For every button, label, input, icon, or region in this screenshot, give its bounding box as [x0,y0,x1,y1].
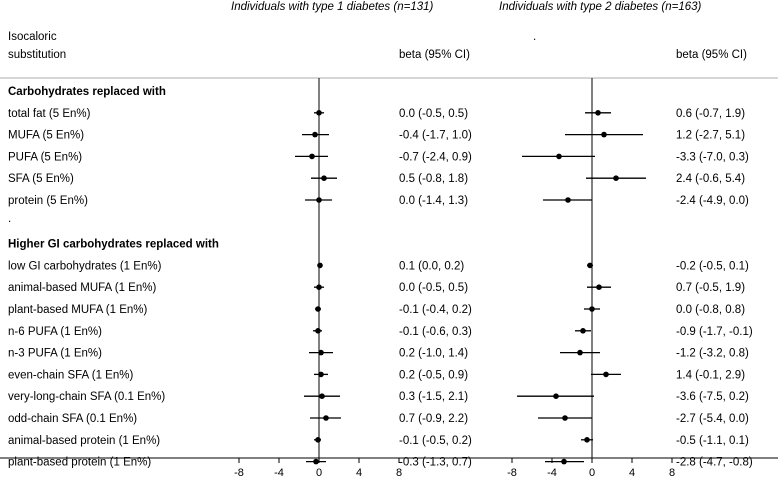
point-estimate-t2 [561,458,567,465]
section-header: Higher GI carbohydrates replaced with [8,239,219,251]
point-estimate-t1 [318,349,324,356]
point-estimate-t2 [556,153,562,160]
beta-ci-t2: 0.6 (-0.7, 1.9) [676,108,745,120]
panel2-title: Individuals with type 2 diabetes (n=163) [499,1,702,13]
beta-ci-t1: -0.1 (-0.4, 0.2) [399,304,472,316]
beta-ci-t2: -3.3 (-7.0, 0.3) [676,151,749,163]
col-label-t1: beta (95% CI) [399,49,470,61]
beta-ci-t2: -0.9 (-1.7, -0.1) [676,326,753,338]
point-estimate-t1 [323,415,329,421]
point-estimate-t2 [595,110,601,116]
row-label: odd-chain SFA (0.1 En%) [8,413,137,425]
beta-ci-t1: -0.4 (-1.7, 1.0) [399,130,472,142]
beta-ci-t1: -0.1 (-0.6, 0.3) [399,326,472,338]
x-tick-label-t1: 8 [396,467,402,479]
point-estimate-t2 [562,415,568,421]
beta-ci-t1: 0.0 (-0.5, 0.5) [399,108,468,120]
beta-ci-t1: 0.2 (-1.0, 1.4) [399,348,468,360]
x-tick-label-t1: -4 [274,467,284,479]
row-label: total fat (5 En%) [8,108,91,120]
point-estimate-t1 [313,458,319,465]
point-estimate-t1 [315,306,321,312]
point-estimate-t1 [317,262,323,269]
point-estimate-t2 [613,175,619,181]
beta-ci-t2: -0.5 (-1.1, 0.1) [676,435,749,447]
row-label: SFA (5 En%) [8,173,74,185]
point-estimate-t1 [315,328,321,334]
x-tick-label-t2: 8 [669,467,675,479]
header-isocaloric: Isocaloric [8,31,57,43]
point-estimate-t1 [318,371,324,378]
row-label: plant-based MUFA (1 En%) [8,304,148,316]
point-estimate-t1 [321,175,327,181]
beta-ci-t1: 0.3 (-1.5, 2.1) [399,391,468,403]
point-estimate-t2 [565,197,571,203]
beta-ci-t2: 0.7 (-0.5, 1.9) [676,282,745,294]
point-estimate-t1 [309,153,315,160]
row-label: animal-based MUFA (1 En%) [8,282,156,294]
beta-ci-t1: 0.0 (-1.4, 1.3) [399,195,468,207]
row-label: even-chain SFA (1 En%) [8,369,133,381]
x-tick-label-t2: -4 [547,467,557,479]
header-mark: . [533,31,536,43]
row-label: animal-based protein (1 En%) [8,435,160,447]
panel1-title: Individuals with type 1 diabetes (n=131) [231,1,434,13]
row-label: n-3 PUFA (1 En%) [8,348,102,360]
point-estimate-t2 [577,349,583,356]
beta-ci-t2: -2.7 (-5.4, 0.0) [676,413,749,425]
point-estimate-t1 [312,131,318,138]
point-estimate-t2 [603,371,609,378]
beta-ci-t1: 0.7 (-0.9, 2.2) [399,413,468,425]
point-estimate-t1 [316,284,322,291]
point-estimate-t2 [580,328,586,334]
beta-ci-t2: -3.6 (-7.5, 0.2) [676,391,749,403]
beta-ci-t2: 1.4 (-0.1, 2.9) [676,369,745,381]
row-label: PUFA (5 En%) [8,151,82,163]
beta-ci-t2: -2.8 (-4.7, -0.8) [676,457,753,469]
beta-ci-t2: -1.2 (-3.2, 0.8) [676,348,749,360]
point-estimate-t1 [319,393,325,400]
beta-ci-t1: 0.5 (-0.8, 1.8) [399,173,468,185]
row-label: n-6 PUFA (1 En%) [8,326,102,338]
beta-ci-t2: 0.0 (-0.8, 0.8) [676,304,745,316]
point-estimate-t2 [553,393,559,400]
header-substitution: substitution [8,49,66,61]
point-estimate-t2 [589,306,595,312]
col-label-t2: beta (95% CI) [676,49,747,61]
point-estimate-t2 [587,262,593,269]
x-tick-label-t2: 4 [629,467,635,479]
row-label: very-long-chain SFA (0.1 En%) [8,391,165,403]
beta-ci-t2: 1.2 (-2.7, 5.1) [676,130,745,142]
row-label: low GI carbohydrates (1 En%) [8,260,162,272]
beta-ci-t1: 0.1 (0.0, 0.2) [399,260,464,272]
beta-ci-t1: -0.3 (-1.3, 0.7) [399,457,472,469]
x-tick-label-t2: 0 [589,467,595,479]
beta-ci-t2: -0.2 (-0.5, 0.1) [676,260,749,272]
x-tick-label-t1: 0 [316,467,322,479]
point-estimate-t1 [315,437,321,443]
point-estimate-t2 [584,437,590,443]
beta-ci-t1: 0.2 (-0.5, 0.9) [399,369,468,381]
row-label: plant-based protein (1 En%) [8,457,151,469]
row-label: MUFA (5 En%) [8,130,84,142]
point-estimate-t1 [316,197,322,203]
beta-ci-t1: -0.1 (-0.5, 0.2) [399,435,472,447]
point-estimate-t1 [316,110,322,116]
x-tick-label-t2: -8 [507,467,517,479]
row-spacer: . [8,213,11,225]
section-header: Carbohydrates replaced with [8,86,166,98]
x-tick-label-t1: 4 [356,467,362,479]
row-label: protein (5 En%) [8,195,88,207]
x-tick-label-t1: -8 [234,467,244,479]
beta-ci-t2: -2.4 (-4.9, 0.0) [676,195,749,207]
beta-ci-t1: 0.0 (-0.5, 0.5) [399,282,468,294]
point-estimate-t2 [596,284,602,291]
row-spacer: . [8,474,11,480]
point-estimate-t2 [601,131,607,138]
beta-ci-t2: 2.4 (-0.6, 5.4) [676,173,745,185]
beta-ci-t1: -0.7 (-2.4, 0.9) [399,151,472,163]
